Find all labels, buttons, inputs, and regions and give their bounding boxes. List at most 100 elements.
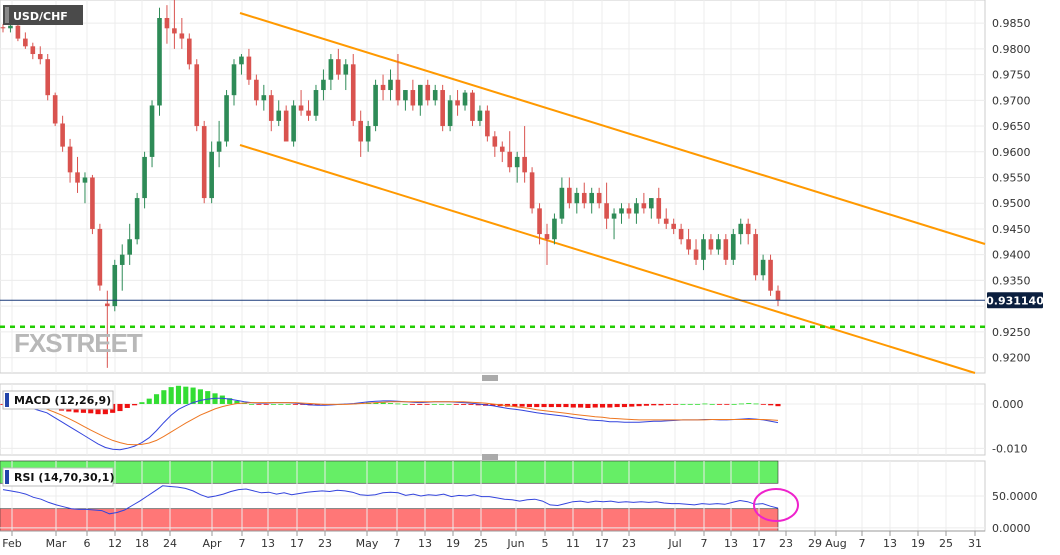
macd-histogram-bar	[314, 403, 320, 406]
rsi-line	[2, 485, 779, 515]
candle	[30, 42, 36, 60]
candle-body	[522, 156, 527, 173]
x-axis-tick-label: 23	[779, 537, 793, 550]
candle-body	[730, 234, 736, 260]
candle	[276, 100, 282, 127]
candle	[358, 110, 364, 157]
x-axis-tick-label: Apr	[202, 537, 222, 550]
macd-pane: 0.000 -0.010 MACD (12,26,9)	[0, 383, 1027, 456]
candle-body	[82, 177, 88, 183]
candle	[216, 120, 222, 168]
candle-body	[656, 198, 662, 219]
macd-histogram-bar	[380, 402, 386, 404]
candle-body	[246, 56, 252, 80]
candle-body	[343, 64, 349, 75]
candle-body	[708, 239, 714, 250]
candle-body	[201, 126, 207, 199]
candle	[254, 74, 259, 106]
x-axis-tick-label: 25	[474, 537, 488, 550]
upper-channel-line	[239, 12, 986, 245]
rsi-label-accent	[5, 470, 9, 484]
price-label-accent	[5, 7, 9, 23]
macd-histogram-bar	[292, 403, 299, 405]
candle	[0, 24, 6, 33]
macd-histogram-bar	[629, 403, 635, 407]
macd-histogram-bar	[651, 403, 657, 406]
candle-body	[507, 151, 513, 168]
candle-body	[239, 56, 244, 65]
rsi-label-text: RSI (14,70,30,1)	[14, 471, 114, 484]
macd-histogram-bar	[658, 403, 664, 406]
x-axis-tick-label: 23	[318, 537, 332, 550]
candle	[507, 131, 513, 173]
pane-splitter-2[interactable]	[482, 454, 498, 460]
candle	[283, 105, 289, 142]
candle-body	[350, 64, 356, 121]
candle-body	[403, 90, 408, 101]
macd-histogram-bar	[695, 403, 701, 405]
macd-histogram-bar	[168, 387, 174, 404]
x-axis-tick-label: 19	[446, 537, 460, 550]
candle-body	[447, 100, 453, 127]
candle-body	[164, 18, 170, 29]
price-y-tick-label: 0.9500	[992, 197, 1031, 210]
candle	[75, 156, 80, 193]
price-y-tick-label: 0.9750	[992, 69, 1031, 82]
macd-histogram-bar	[439, 403, 445, 405]
rsi-overbought-zone	[0, 460, 779, 484]
macd-histogram-bar	[461, 403, 467, 405]
candle-body	[261, 95, 267, 101]
candle	[268, 90, 274, 132]
candle	[82, 172, 88, 204]
candle	[663, 208, 669, 229]
candle	[447, 95, 453, 132]
candle	[678, 223, 684, 245]
candle-body	[410, 90, 416, 106]
candle-body	[641, 203, 647, 209]
candle-body	[611, 213, 617, 219]
candle	[224, 90, 229, 147]
highlight-circle	[753, 488, 799, 522]
macd-histogram-bar	[278, 403, 284, 405]
candle	[388, 69, 393, 101]
macd-histogram-bar	[270, 403, 277, 405]
candle-body	[142, 156, 147, 199]
candle-body	[37, 54, 43, 60]
macd-histogram-bar	[724, 403, 730, 405]
macd-histogram-bar	[636, 403, 642, 407]
candle-body	[552, 218, 557, 240]
macd-histogram-bar	[592, 403, 598, 408]
pane-splitter-1[interactable]	[482, 375, 498, 381]
candle-body	[634, 203, 639, 214]
candle	[67, 138, 73, 183]
candle	[97, 223, 103, 291]
rsi-y-axis: 50.0000 0.0000	[992, 490, 1038, 535]
price-y-tick-label: 0.9400	[992, 249, 1031, 262]
candle	[686, 228, 691, 255]
rsi-pane: 50.0000 0.0000 RSI (14,70,30,1)	[0, 460, 1038, 535]
candle-body	[753, 234, 758, 276]
candle	[37, 46, 43, 65]
candle-body	[336, 59, 341, 75]
candle	[343, 59, 349, 91]
candle	[432, 84, 438, 106]
macd-histogram-bar	[760, 403, 766, 405]
macd-histogram-bar	[124, 403, 130, 408]
candle-body	[589, 192, 595, 204]
price-y-tick-label: 0.9850	[992, 17, 1031, 30]
x-axis-tick-label: 11	[566, 537, 580, 550]
macd-histogram-bar	[665, 403, 671, 405]
candle-body	[567, 187, 572, 204]
macd-histogram-bar	[402, 403, 408, 405]
candle-body	[388, 79, 393, 91]
candle-body	[693, 249, 699, 260]
candle-body	[216, 141, 222, 152]
candle	[23, 32, 28, 49]
macd-histogram-bar	[146, 398, 152, 404]
macd-histogram-bar	[599, 403, 606, 408]
candle-body	[15, 25, 21, 39]
candle	[313, 84, 319, 121]
candle	[567, 177, 572, 209]
candle-body	[231, 64, 237, 96]
x-axis-tick-label: 13	[261, 537, 275, 550]
